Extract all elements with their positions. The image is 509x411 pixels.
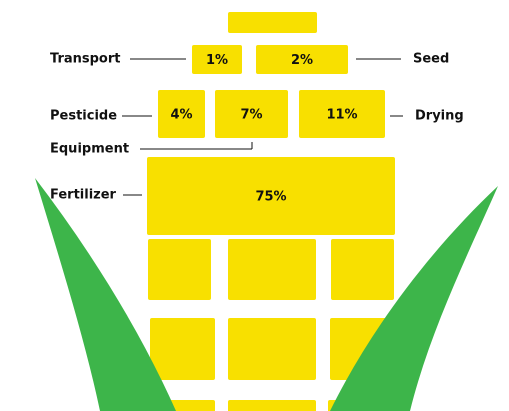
- category-label: Fertilizer: [50, 188, 117, 203]
- value-label: 4%: [170, 108, 192, 123]
- kernel: [228, 12, 317, 33]
- category-label: Drying: [415, 109, 464, 124]
- kernel: [228, 318, 316, 380]
- value-label: 2%: [291, 53, 313, 68]
- category-label: Transport: [50, 52, 120, 67]
- value-label: 75%: [255, 190, 286, 205]
- kernels: [147, 45, 395, 235]
- category-label: Equipment: [50, 142, 129, 157]
- kernel: [148, 239, 211, 300]
- kernel: [228, 400, 316, 411]
- kernel: [228, 239, 316, 300]
- value-label: 7%: [240, 108, 262, 123]
- category-label: Pesticide: [50, 109, 117, 124]
- kernel: [150, 318, 215, 380]
- value-label: 11%: [326, 108, 357, 123]
- infographic: 1% Transport 2% Seed 4% Pesticide 7% Equipment 1…: [0, 0, 509, 411]
- value-label: 1%: [206, 53, 228, 68]
- category-label: Seed: [413, 52, 449, 67]
- kernel: [331, 239, 394, 300]
